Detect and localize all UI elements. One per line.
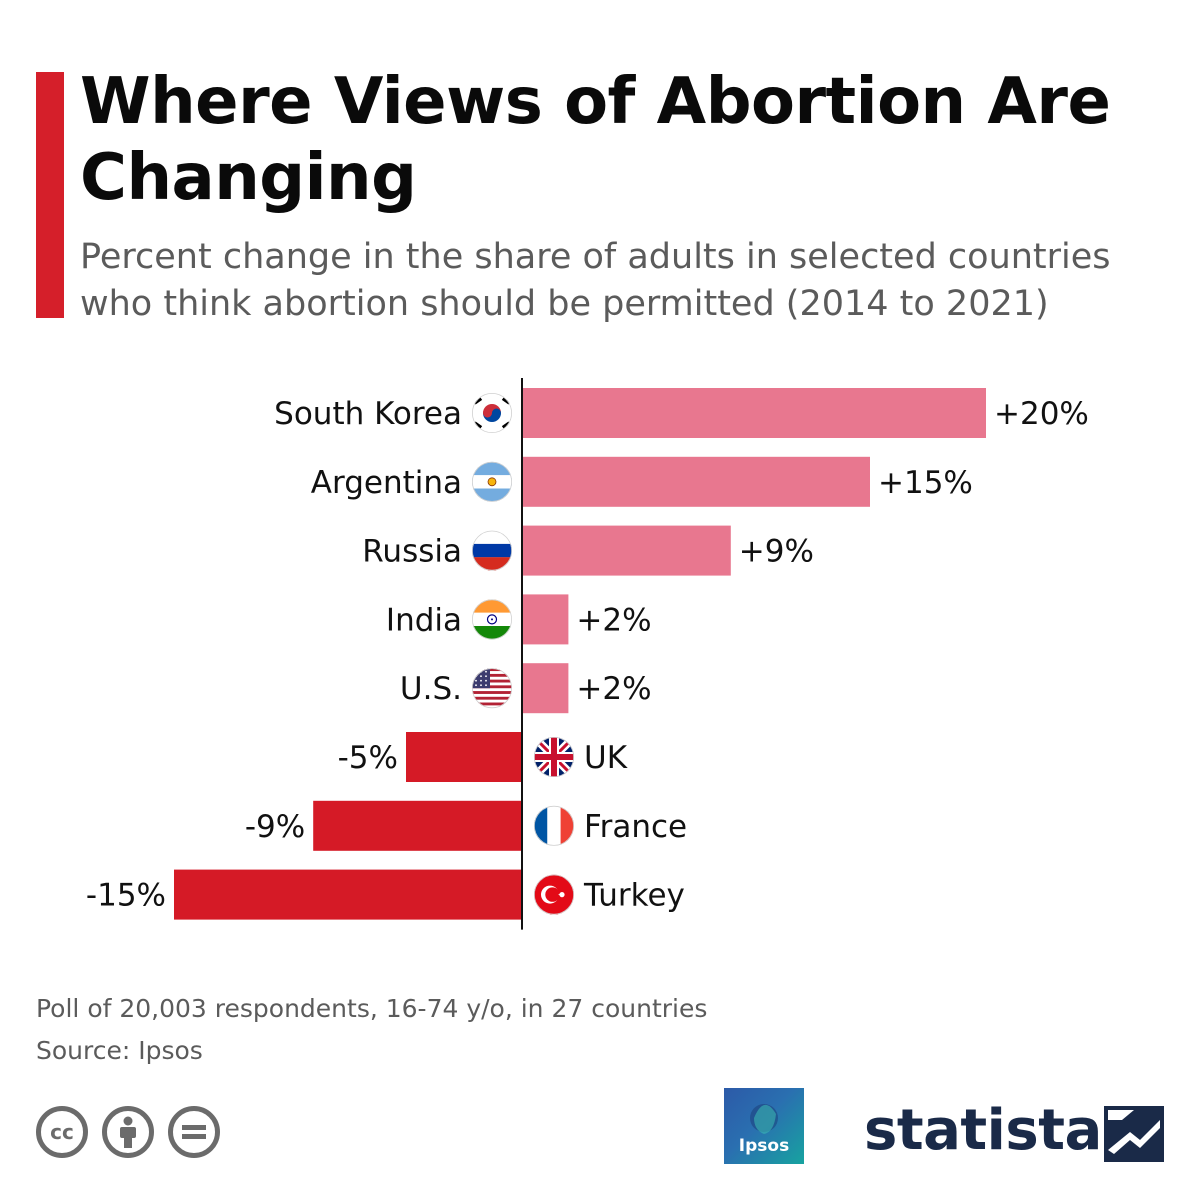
ipsos-wordmark: Ipsos xyxy=(738,1136,790,1156)
value-label: +15% xyxy=(878,465,973,501)
value-label: -9% xyxy=(245,809,305,845)
us-flag-icon xyxy=(471,668,513,709)
license-icons: cc xyxy=(36,1106,220,1158)
ipsos-logo: Ipsos xyxy=(724,1088,804,1164)
category-label: France xyxy=(584,809,687,845)
category-label: Russia xyxy=(362,534,462,570)
category-label: India xyxy=(386,602,462,638)
russia-flag-icon xyxy=(471,530,513,571)
cc-icon[interactable]: cc xyxy=(36,1106,88,1158)
bar-uk xyxy=(406,732,522,782)
statista-logo-icon xyxy=(1104,1106,1164,1162)
bar-india xyxy=(522,594,569,645)
bar-russia xyxy=(522,525,731,576)
india-flag-icon xyxy=(471,599,513,640)
title-accent-bar xyxy=(36,72,64,318)
bar-south-korea xyxy=(522,388,986,438)
category-label: U.S. xyxy=(400,671,462,707)
value-label: +20% xyxy=(994,396,1089,432)
value-label: +2% xyxy=(576,602,651,638)
chart-title: Where Views of Abortion Are Changing xyxy=(80,65,1111,215)
statista-wordmark: statista xyxy=(864,1098,1102,1163)
no-derivatives-icon[interactable] xyxy=(168,1106,220,1158)
attribution-icon[interactable] xyxy=(102,1106,154,1158)
category-label: Argentina xyxy=(311,465,462,501)
source-note: Source: Ipsos xyxy=(36,1036,203,1065)
bar-turkey xyxy=(174,869,522,920)
argentina-flag-icon xyxy=(471,461,513,502)
chart-subtitle: Percent change in the share of adults in… xyxy=(80,237,1111,324)
poll-note: Poll of 20,003 respondents, 16-74 y/o, i… xyxy=(36,994,708,1023)
value-label: -5% xyxy=(338,740,398,776)
footnote: Poll of 20,003 respondents, 16-74 y/o, i… xyxy=(36,988,707,1072)
bar-chart: +20% South Korea +15% Argentina +9% Russia +2%… xyxy=(86,378,1089,930)
france-flag-icon xyxy=(533,805,575,846)
category-label: South Korea xyxy=(274,396,462,432)
value-label: +9% xyxy=(739,534,814,570)
south-korea-flag-icon xyxy=(471,392,513,434)
turkey-flag-icon xyxy=(533,874,575,915)
category-label: Turkey xyxy=(583,878,685,914)
value-label: +2% xyxy=(576,671,651,707)
bar-france xyxy=(313,800,522,851)
value-label: -15% xyxy=(86,878,166,914)
bar-argentina xyxy=(522,456,870,507)
category-label: UK xyxy=(584,740,628,776)
bar-u-s xyxy=(522,663,569,714)
uk-flag-icon xyxy=(533,736,575,778)
